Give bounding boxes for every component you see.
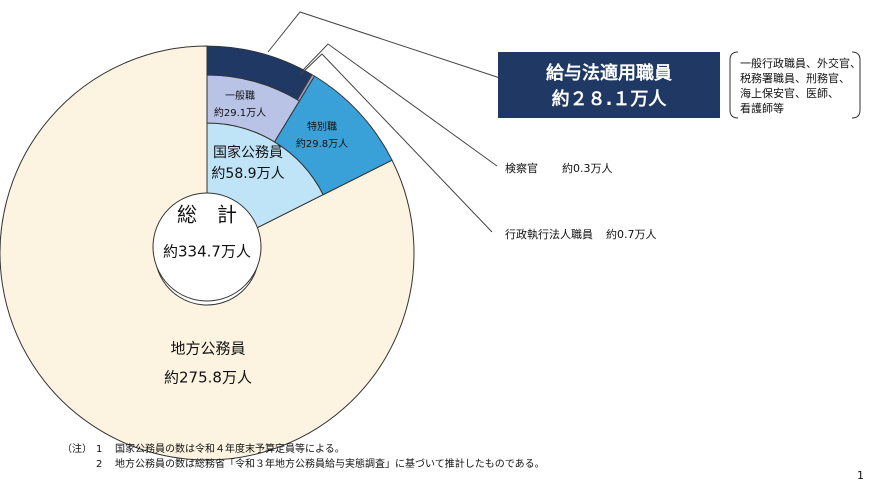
category-value: 約275.8万人 — [164, 369, 252, 387]
category-value: 約58.9万人 — [211, 166, 284, 182]
page-number: 1 — [857, 469, 864, 482]
value: 約0.7万人 — [606, 227, 657, 241]
box-note: 看護師等 — [740, 101, 784, 115]
callout-name: 給与法適用職員 — [546, 62, 672, 84]
category-label: 地方公務員 — [170, 340, 245, 358]
sub-label: 特別職 — [307, 121, 337, 133]
label: 検察官 — [505, 161, 538, 175]
label: 行政執行法人職員 — [505, 227, 593, 241]
note-number: 2 — [96, 459, 102, 470]
callout-line — [299, 53, 493, 233]
sub-value: 約29.8万人 — [296, 137, 348, 150]
callout-value: 約２８.１万人 — [552, 88, 668, 110]
notes-prefix: （注） — [62, 442, 92, 455]
value: 約0.3万人 — [562, 161, 613, 175]
note-number: 1 — [96, 444, 102, 455]
total-circle — [152, 192, 262, 302]
box-note: 一般行政職員、外交官、 — [740, 56, 861, 70]
total-value: 約334.7万人 — [163, 243, 251, 261]
box-note: 税務署職員、刑務官、 — [740, 71, 850, 85]
bracket — [729, 51, 861, 119]
callout-line — [302, 43, 498, 167]
sub-value: 約29.1万人 — [214, 106, 266, 119]
category-label: 国家公務員 — [213, 144, 283, 161]
sub-label: 一般職 — [225, 89, 255, 102]
note-text: 地方公務員の数は総務省「令和３年地方公務員給与実態調査」に基づいて推計したもので… — [115, 457, 545, 470]
callout-box — [498, 52, 720, 118]
note-text: 国家公務員の数は令和４年度末予算定員等による。 — [115, 442, 345, 455]
total-label: 総 計 — [177, 203, 237, 227]
box-note: 海上保安官、医師、 — [740, 86, 839, 100]
category-sector — [0, 45, 415, 461]
callout-line — [267, 11, 501, 79]
sub-sector — [273, 75, 393, 196]
